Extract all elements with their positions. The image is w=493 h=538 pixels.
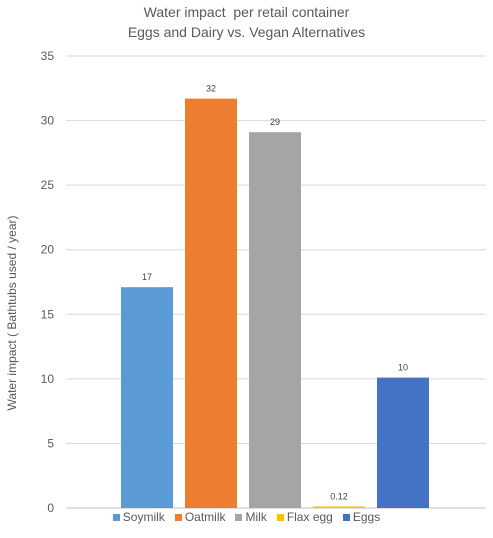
chart-title: Water impact per retail container — [143, 4, 350, 20]
legend-label: Eggs — [352, 510, 381, 524]
y-tick-label: 5 — [47, 436, 54, 450]
y-tick-label: 30 — [41, 114, 55, 128]
y-axis-label: Water impact ( Bathtubs used / year) — [5, 215, 19, 411]
bar-milk — [249, 132, 301, 509]
chart-subtitle: Eggs and Dairy vs. Vegan Alternatives — [127, 24, 366, 40]
data-label: 32 — [206, 84, 216, 94]
y-tick-label: 10 — [41, 372, 55, 386]
y-tick-label: 25 — [41, 178, 55, 192]
legend: Soymilk Oatmilk Milk Flax egg Eggs — [0, 510, 493, 524]
legend-swatch — [342, 513, 350, 521]
y-tick-label: 0 — [47, 501, 54, 515]
legend-item: Oatmilk — [174, 510, 226, 524]
legend-label: Flax egg — [286, 510, 333, 524]
y-tick-label: 20 — [41, 243, 55, 257]
legend-swatch — [276, 513, 284, 521]
data-label: 0.12 — [330, 491, 348, 501]
data-label: 29 — [270, 117, 280, 127]
bar-soymilk — [121, 287, 173, 508]
legend-item: Soymilk — [112, 510, 165, 524]
legend-swatch — [112, 513, 120, 521]
legend-swatch — [174, 513, 182, 521]
bar-oatmilk — [185, 98, 237, 509]
legend-label: Milk — [245, 510, 267, 524]
data-label: 10 — [398, 363, 408, 373]
legend-label: Oatmilk — [184, 510, 226, 524]
legend-label: Soymilk — [122, 510, 165, 524]
y-tick-label: 35 — [41, 49, 55, 63]
bar-flax-egg — [313, 506, 365, 508]
y-tick-label: 15 — [41, 307, 55, 321]
legend-item: Milk — [235, 510, 267, 524]
legend-swatch — [235, 513, 243, 521]
legend-item: Eggs — [342, 510, 381, 524]
legend-item: Flax egg — [276, 510, 333, 524]
bar-eggs — [377, 377, 429, 508]
data-label: 17 — [142, 272, 152, 282]
